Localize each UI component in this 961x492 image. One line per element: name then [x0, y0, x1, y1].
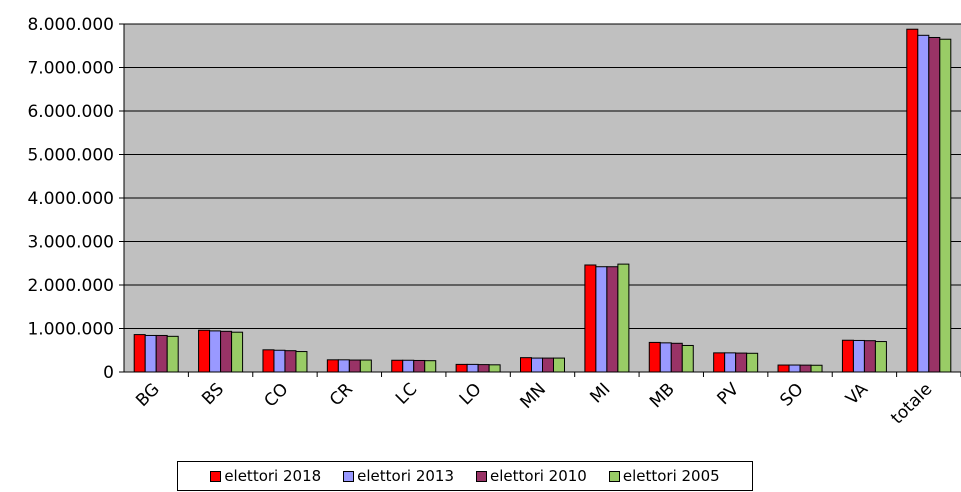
- legend-item: elettori 2018: [210, 467, 321, 485]
- legend-item: elettori 2013: [343, 467, 454, 485]
- y-tick-label: 4.000.000: [27, 189, 114, 209]
- bar-cr-elettori-2018: [326, 359, 339, 373]
- bar-totale-elettori-2018: [906, 28, 919, 373]
- bar-lc-elettori-2013: [402, 359, 415, 373]
- legend-swatch: [343, 470, 355, 482]
- bar-bg-elettori-2010: [155, 334, 168, 373]
- bar-cr-elettori-2013: [337, 359, 350, 373]
- y-tick-label: 8.000.000: [27, 15, 114, 35]
- bar-mi-elettori-2005: [617, 263, 630, 373]
- y-tick-label: 7.000.000: [27, 59, 114, 79]
- bar-mb-elettori-2010: [670, 342, 683, 373]
- legend-label: elettori 2010: [490, 467, 587, 485]
- y-tick-label: 2.000.000: [27, 276, 114, 296]
- y-tick-label: 3.000.000: [27, 233, 114, 253]
- bar-lc-elettori-2018: [391, 359, 404, 373]
- x-tick-label: MB: [646, 379, 679, 412]
- bar-pv-elettori-2018: [713, 352, 726, 373]
- legend-swatch: [210, 470, 222, 482]
- bar-lc-elettori-2010: [413, 359, 426, 373]
- bar-va-elettori-2013: [852, 339, 865, 373]
- x-tick-label: PV: [714, 379, 744, 409]
- bar-mb-elettori-2013: [659, 342, 672, 373]
- bar-bs-elettori-2005: [231, 331, 244, 373]
- bar-lo-elettori-2005: [488, 364, 501, 373]
- bars: [133, 28, 952, 373]
- bar-so-elettori-2010: [799, 364, 812, 373]
- bar-mn-elettori-2018: [520, 357, 532, 373]
- bar-lo-elettori-2013: [466, 363, 479, 373]
- bar-totale-elettori-2005: [939, 38, 952, 373]
- legend-swatch: [476, 470, 487, 482]
- bar-mn-elettori-2013: [531, 357, 543, 373]
- bar-so-elettori-2005: [810, 364, 823, 373]
- legend-item: elettori 2005: [608, 467, 720, 485]
- bar-co-elettori-2013: [273, 349, 286, 373]
- x-axis-ticks: BG BS CO CR LC LO MN MI MB PV SO VA totale: [132, 372, 961, 428]
- bar-lc-elettori-2005: [424, 360, 437, 373]
- y-tick-label: 6.000.000: [27, 102, 114, 122]
- gridlines: [124, 23, 961, 329]
- bar-so-elettori-2013: [788, 364, 801, 373]
- x-tick-label: BS: [198, 379, 228, 409]
- x-tick-label: MI: [586, 379, 614, 407]
- bar-mi-elettori-2013: [595, 266, 608, 373]
- y-tick-label: 0: [103, 363, 114, 383]
- bar-totale-elettori-2010: [928, 36, 941, 373]
- legend-swatch: [608, 470, 620, 482]
- bar-va-elettori-2018: [841, 339, 854, 373]
- bar-mn-elettori-2010: [542, 357, 554, 373]
- y-tick-label: 5.000.000: [27, 146, 114, 166]
- bar-bg-elettori-2005: [166, 335, 179, 373]
- x-tick-label: MN: [517, 379, 551, 413]
- bar-bs-elettori-2018: [198, 329, 211, 373]
- x-tick-label: BG: [132, 379, 163, 410]
- bar-bg-elettori-2013: [144, 334, 157, 373]
- y-tick-label: 1.000.000: [27, 320, 114, 340]
- bar-bg-elettori-2018: [133, 334, 146, 373]
- bar-mb-elettori-2018: [648, 341, 661, 373]
- bar-va-elettori-2010: [863, 340, 876, 373]
- legend-item: elettori 2010: [476, 467, 587, 485]
- bar-mb-elettori-2005: [681, 344, 694, 373]
- x-tick-label: CR: [326, 379, 357, 410]
- bar-cr-elettori-2005: [359, 359, 372, 373]
- x-tick-label: SO: [776, 379, 807, 410]
- bar-co-elettori-2018: [262, 349, 275, 373]
- bar-co-elettori-2005: [295, 351, 308, 373]
- legend-label: elettori 2013: [357, 467, 454, 485]
- y-axis-ticks: 0 1.000.000 2.000.000 3.000.000 4.000.000 5.0…: [27, 15, 124, 383]
- bar-pv-elettori-2013: [724, 352, 737, 373]
- bar-lo-elettori-2010: [477, 364, 490, 373]
- bar-lo-elettori-2018: [455, 363, 468, 373]
- legend-label: elettori 2005: [622, 467, 720, 485]
- bar-pv-elettori-2005: [746, 352, 759, 373]
- bar-cr-elettori-2010: [348, 359, 361, 373]
- x-tick-label: LC: [392, 379, 421, 408]
- x-tick-label: LO: [456, 379, 486, 409]
- bar-bs-elettori-2010: [220, 330, 233, 373]
- bar-va-elettori-2005: [874, 341, 887, 373]
- bar-mn-elettori-2005: [553, 357, 565, 373]
- x-tick-label: CO: [260, 379, 292, 411]
- bar-co-elettori-2010: [284, 350, 297, 373]
- bar-so-elettori-2018: [777, 364, 790, 373]
- bar-bs-elettori-2013: [209, 330, 222, 373]
- bar-pv-elettori-2010: [735, 352, 748, 373]
- bar-chart: 0 1.000.000 2.000.000 3.000.000 4.000.000 5.0…: [27, 15, 961, 428]
- bar-mi-elettori-2018: [584, 264, 597, 373]
- x-tick-label: VA: [842, 379, 872, 409]
- x-tick-label: totale: [887, 379, 936, 428]
- bar-totale-elettori-2013: [917, 34, 930, 373]
- legend-label: elettori 2018: [224, 467, 322, 485]
- bar-mi-elettori-2010: [606, 266, 619, 373]
- legend: elettori 2018 elettori 2013 elettori 2010 e…: [177, 461, 753, 491]
